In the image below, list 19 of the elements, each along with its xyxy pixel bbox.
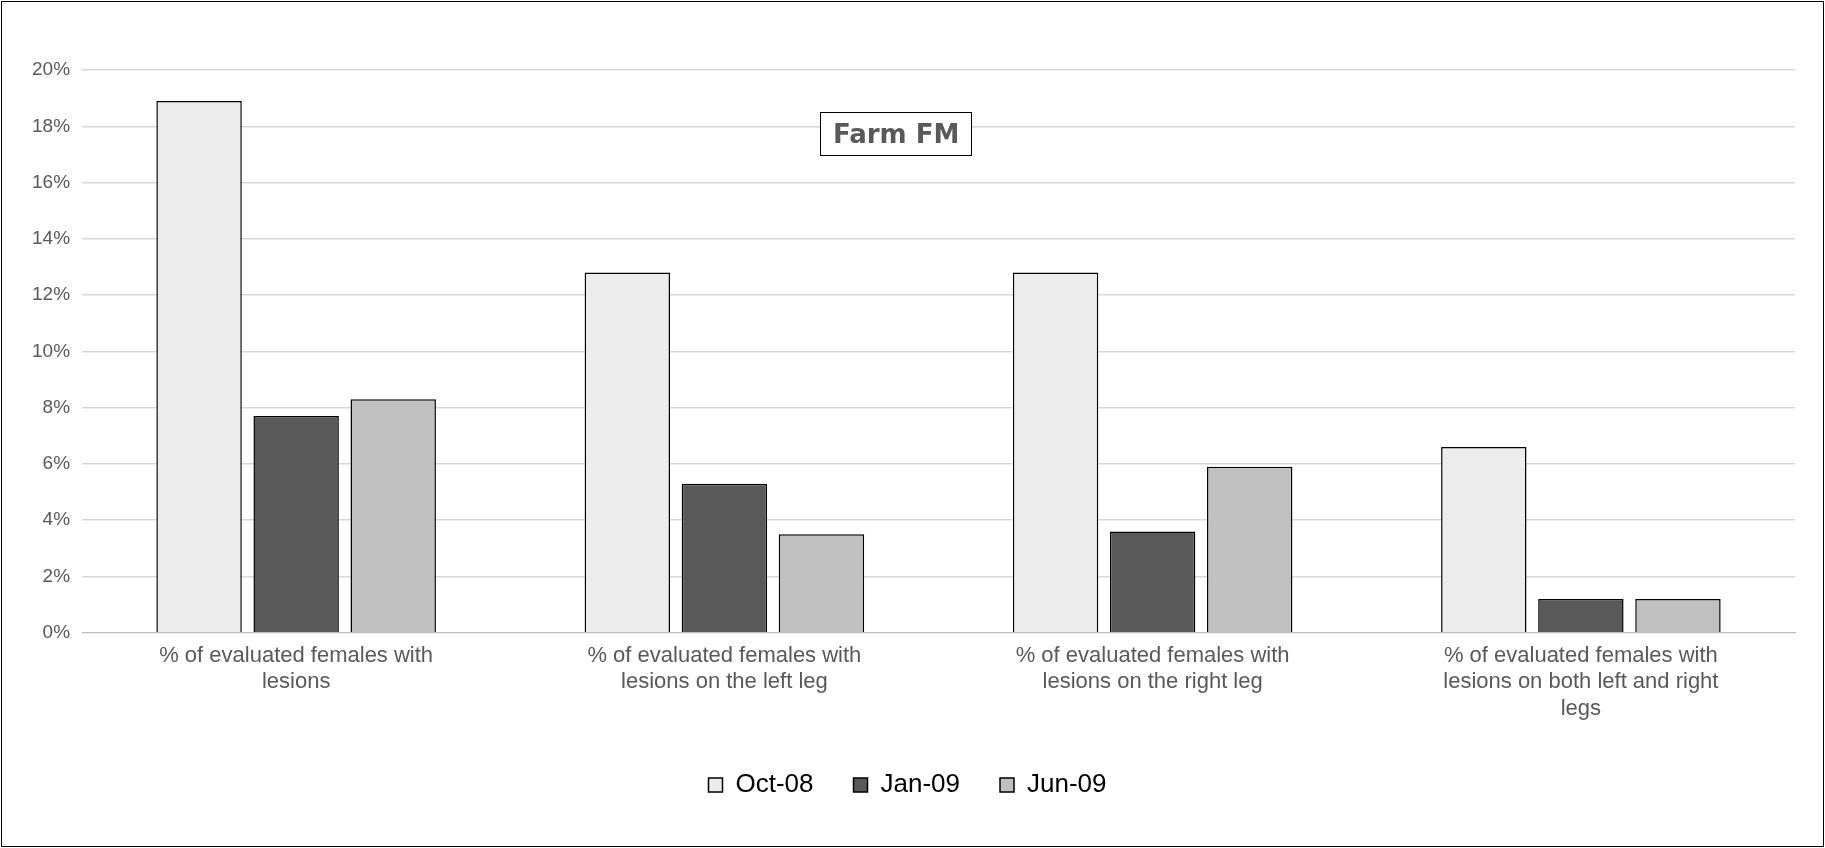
text: Farm FM: [820, 112, 973, 156]
y-tick-label: 2%: [42, 564, 71, 586]
x-tick-label: % of evaluated females with lesions on the right leg: [1015, 642, 1290, 694]
x-tick-label: % of evaluated females with lesions on both left and right legs: [1443, 642, 1719, 720]
x-tick-label: % of evaluated females with lesions on the left leg: [587, 642, 862, 694]
y-tick-label: 12%: [32, 283, 71, 305]
x-tick-label: % of evaluated females with lesions: [159, 642, 434, 694]
y-tick-label: 6%: [42, 452, 71, 474]
y-tick-label: 4%: [42, 508, 71, 530]
y-tick-label: 18%: [32, 114, 71, 136]
y-tick-label: 10%: [32, 339, 71, 361]
y-tick-label: 20%: [32, 58, 71, 80]
y-tick-label: 0%: [42, 621, 71, 643]
y-tick-label: 16%: [32, 170, 71, 192]
legend-label: Oct-08: [735, 768, 814, 799]
legend-label: Jun-09: [1027, 768, 1107, 799]
y-tick-label: 8%: [42, 395, 71, 417]
legend-label: Jan-09: [880, 768, 961, 799]
y-tick-label: 14%: [32, 227, 71, 249]
